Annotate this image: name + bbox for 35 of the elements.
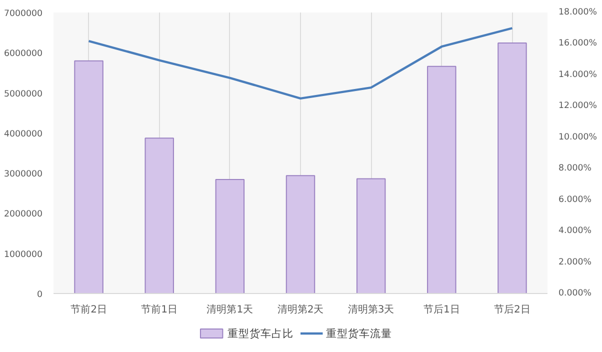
y2-tick-label: 14.000% [558, 70, 598, 80]
y-tick-label: 6000000 [4, 49, 43, 60]
bar [498, 42, 527, 294]
y-tick-label: 0 [36, 290, 43, 300]
y-tick-label: 3000000 [4, 170, 43, 180]
x-tick-label: 节前2日 [70, 304, 107, 316]
x-tick-label: 清明第2天 [277, 304, 324, 316]
y2-tick-label: 4.000% [558, 226, 592, 236]
legend-label: 重型货车占比 [227, 327, 294, 340]
line-series [88, 27, 514, 100]
y2-tick-label: 18.000% [558, 8, 598, 18]
bar [74, 60, 104, 294]
x-tick-label: 清明第1天 [206, 304, 254, 316]
y2-tick-label: 6.000% [558, 194, 592, 205]
x-tick-label: 清明第3天 [348, 304, 394, 316]
legend-label: 重型货车流量 [326, 327, 392, 340]
x-tick-label: 节前1日 [141, 304, 178, 316]
x-tick-label: 节后2日 [494, 304, 530, 316]
y2-tick-label: 16.000% [558, 38, 598, 49]
y2-tick-label: 0.000% [558, 288, 592, 298]
y-tick-label: 7000000 [4, 9, 43, 19]
bar [144, 138, 174, 294]
bar [356, 178, 386, 294]
y2-tick-label: 8.000% [558, 164, 592, 174]
bar [427, 66, 456, 294]
y2-tick-label: 12.000% [558, 101, 598, 112]
y-tick-label: 2000000 [4, 210, 43, 220]
bar [286, 175, 316, 294]
bar [215, 179, 245, 294]
y-tick-label: 1000000 [4, 250, 43, 260]
y2-tick-label: 2.000% [558, 257, 592, 268]
y2-tick-label: 10.000% [558, 132, 598, 142]
y-tick-label: 4000000 [4, 129, 43, 140]
x-tick-label: 节后1日 [423, 304, 460, 316]
y-tick-label: 5000000 [4, 89, 43, 100]
